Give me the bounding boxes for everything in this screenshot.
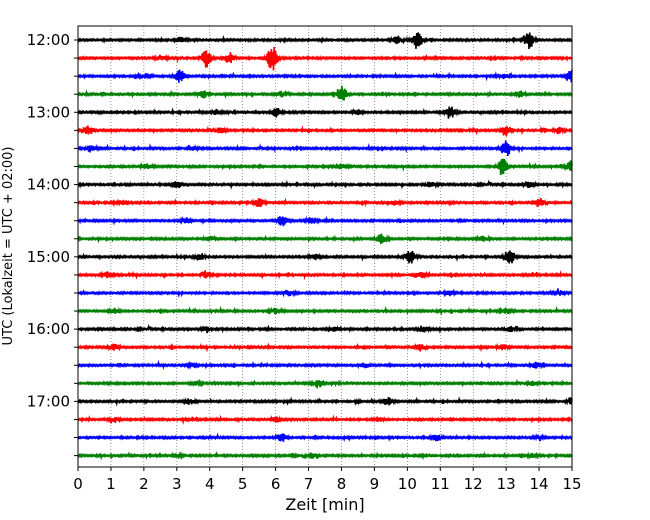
y-axis-label: UTC (Lokalzeit = UTC + 02:00) [1, 147, 16, 346]
trace-1330 [77, 140, 573, 156]
trace-1430 [77, 215, 573, 227]
x-tick-label: 8 [337, 475, 347, 493]
trace-group [77, 32, 573, 461]
trace-1630 [77, 359, 573, 371]
trace-1645 [77, 378, 573, 389]
trace-1230 [77, 69, 573, 83]
x-tick-label: 1 [106, 475, 116, 493]
trace-1245 [77, 85, 573, 101]
trace-1300 [77, 106, 573, 119]
x-tick-label: 4 [205, 475, 215, 493]
plot-frame [77, 25, 573, 468]
trace-1730 [77, 432, 573, 443]
trace-1215 [77, 46, 573, 71]
x-axis: 0 1 2 3 4 5 6 7 8 9 10 11 12 13 14 15 [73, 467, 582, 493]
y-tick-label: 17:00 [27, 392, 70, 410]
trace-1445 [77, 233, 573, 244]
x-tick-label: 3 [172, 475, 182, 493]
x-tick-label: 12 [464, 475, 483, 493]
trace-1515 [77, 269, 573, 281]
x-tick-label: 14 [530, 475, 549, 493]
x-tick-label: 7 [304, 475, 314, 493]
trace-1345 [77, 158, 573, 176]
trace-1615 [77, 342, 573, 353]
x-tick-label: 0 [73, 475, 83, 493]
y-tick-label: 16:00 [27, 320, 70, 338]
x-tick-label: 2 [139, 475, 149, 493]
trace-1400 [77, 179, 573, 190]
trace-1600 [77, 323, 573, 334]
x-axis-label: Zeit [min] [285, 495, 364, 514]
trace-1700 [77, 396, 573, 407]
x-tick-label: 11 [431, 475, 450, 493]
x-tick-label: 5 [238, 475, 248, 493]
x-tick-label: 6 [271, 475, 281, 493]
trace-1715 [77, 414, 573, 425]
x-tick-label: 10 [398, 475, 417, 493]
x-tick-label: 9 [370, 475, 380, 493]
trace-1200 [77, 32, 573, 50]
y-tick-label: 12:00 [27, 31, 70, 49]
trace-1315 [77, 125, 573, 137]
trace-1545 [77, 305, 573, 316]
y-tick-label: 13:00 [27, 103, 70, 121]
x-tick-label: 13 [497, 475, 516, 493]
trace-1500 [77, 250, 573, 264]
trace-1415 [77, 197, 573, 208]
x-tick-label: 15 [562, 475, 581, 493]
y-tick-label: 14:00 [27, 176, 70, 194]
trace-1745 [77, 450, 573, 461]
y-axis: 12:00 13:00 14:00 15:00 16:00 17:00 [27, 31, 78, 457]
y-tick-label: 15:00 [27, 248, 70, 266]
trace-1530 [77, 288, 573, 299]
